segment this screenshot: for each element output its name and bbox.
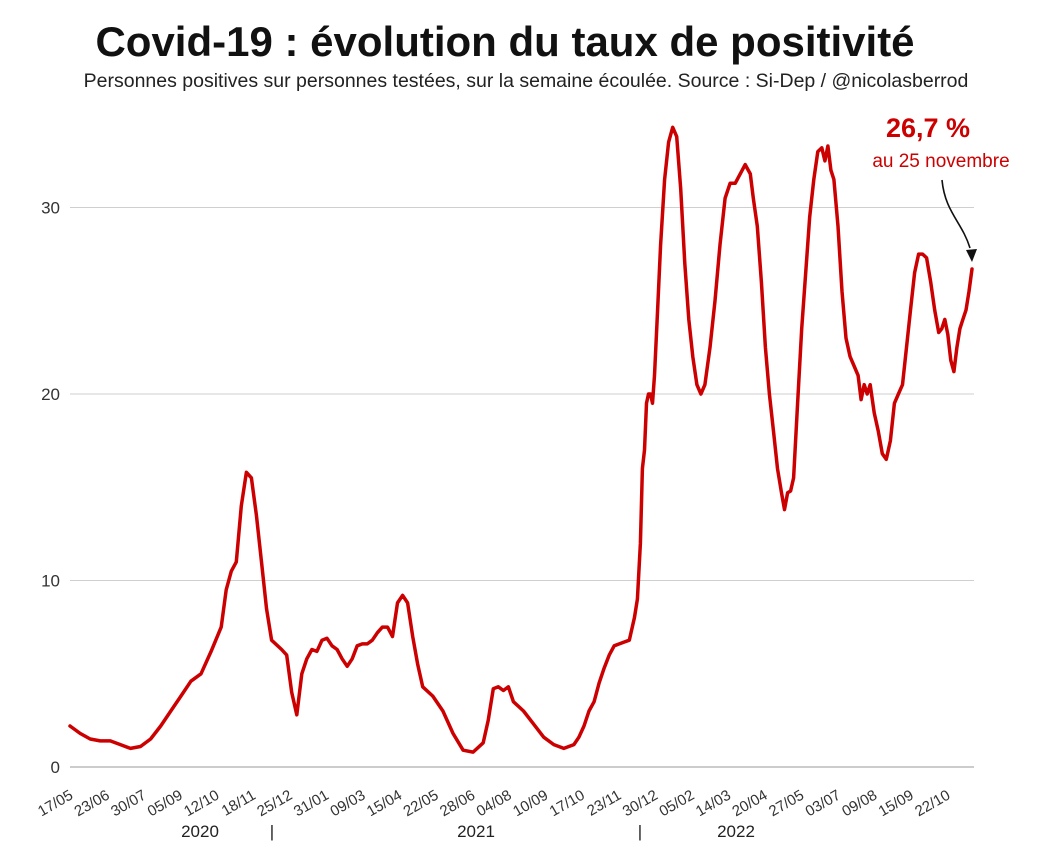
x-tick-label: 14/03 (693, 787, 734, 820)
x-tick-label: 17/10 (547, 787, 588, 820)
chart-subtitle: Personnes positives sur personnes testée… (83, 70, 969, 92)
x-tick-label: 10/09 (510, 787, 551, 820)
x-tick-label: 12/10 (181, 787, 222, 820)
annotation-date: au 25 novembre (872, 151, 1009, 172)
year-label: 2022 (717, 822, 755, 841)
x-tick-label: 18/11 (219, 787, 259, 820)
chart-title: Covid-19 : évolution du taux de positivi… (95, 18, 915, 65)
y-tick-label: 20 (41, 385, 60, 404)
x-tick-label: 09/03 (327, 787, 368, 820)
annotation-arrow (941, 179, 971, 249)
y-axis-ticks: 0 10 20 30 (41, 199, 60, 778)
y-tick-label: 10 (41, 572, 60, 591)
y-tick-label: 0 (51, 758, 60, 777)
x-tick-label: 22/10 (912, 787, 953, 820)
x-tick-label: 31/01 (291, 787, 332, 820)
annotation-arrowhead (966, 249, 977, 262)
x-tick-label: 04/08 (474, 787, 515, 820)
series-line-positivity (68, 125, 974, 754)
x-tick-label: 09/08 (839, 787, 880, 820)
year-separator: | (638, 822, 642, 841)
annotation: 26,7 % au 25 novembre (872, 113, 1010, 262)
x-tick-label: 28/06 (437, 787, 478, 820)
x-tick-label: 25/12 (254, 787, 295, 820)
x-axis-ticks: 17/0523/0630/0705/0912/1018/1125/1231/01… (35, 787, 953, 820)
x-tick-label: 22/05 (400, 787, 441, 820)
x-tick-label: 20/04 (729, 787, 770, 820)
x-tick-label: 27/05 (766, 787, 807, 820)
x-tick-label: 17/05 (35, 787, 76, 820)
x-tick-label: 15/04 (364, 787, 405, 820)
x-tick-label: 05/02 (656, 787, 697, 820)
x-tick-label: 15/09 (876, 787, 917, 820)
x-tick-label: 23/11 (584, 787, 624, 820)
x-tick-label: 05/09 (145, 787, 186, 820)
x-tick-label: 23/06 (72, 787, 113, 820)
x-tick-label: 30/12 (620, 787, 661, 820)
annotation-value: 26,7 % (886, 113, 970, 143)
x-tick-label: 30/07 (108, 787, 149, 820)
y-tick-label: 30 (41, 199, 60, 218)
year-labels: 2020 2021 2022 | | (181, 822, 755, 841)
grid-lines (70, 207, 974, 768)
x-tick-label: 03/07 (803, 787, 844, 820)
year-separator: | (270, 822, 274, 841)
year-label: 2020 (181, 822, 219, 841)
year-label: 2021 (457, 822, 495, 841)
